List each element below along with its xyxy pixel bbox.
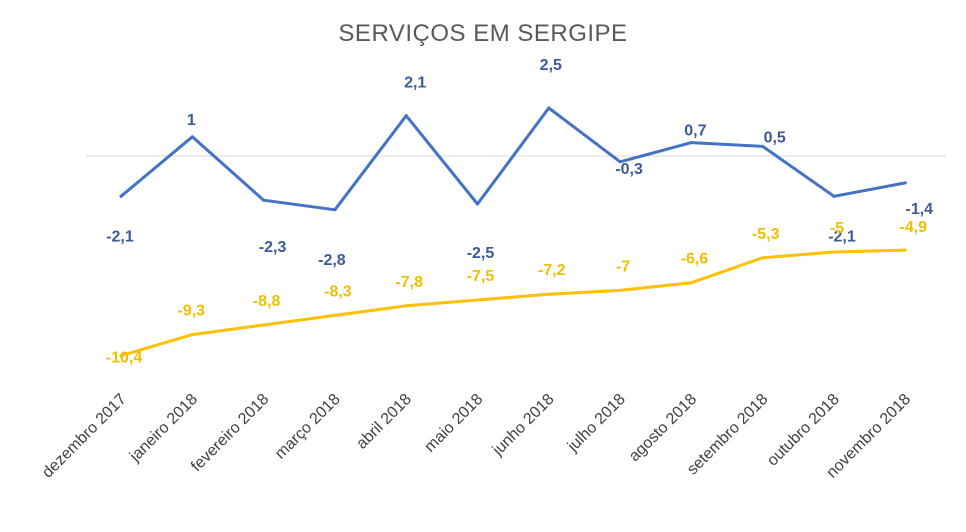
x-tick-label: junho 2018 (489, 391, 558, 460)
series-1-point (761, 144, 765, 148)
series-2-point (547, 292, 551, 296)
series-2-data-label: -8,3 (324, 283, 352, 300)
series-2-data-label: -5,3 (752, 226, 780, 243)
series-2-point (618, 288, 622, 292)
series-1-data-label: 2,1 (404, 75, 426, 92)
series-2-point (476, 298, 479, 302)
series-1-data-label: -2,3 (259, 239, 287, 256)
series-1-data-label: 0,7 (684, 123, 706, 140)
series-1-point (476, 202, 479, 206)
series-2-data-label: -9,3 (178, 303, 206, 320)
series-2-data-label: -7,5 (467, 268, 495, 285)
series-2-data-label: -7,2 (538, 262, 566, 279)
series-2-point (333, 313, 337, 317)
x-tick-label: julho 2018 (564, 391, 629, 456)
x-tick-label: janeiro 2018 (126, 391, 201, 466)
series-1-point (832, 194, 836, 198)
x-tick-label: fevereiro 2018 (188, 391, 272, 475)
x-tick-label: outubro 2018 (764, 391, 843, 470)
series-2-point (832, 250, 836, 254)
series-2-data-label: -10,4 (106, 350, 143, 367)
series-2-data-label: -5 (830, 220, 844, 237)
series-2-point (190, 333, 194, 337)
chart-title: SERVIÇOS EM SERGIPE (338, 20, 628, 47)
series-1-point (333, 208, 337, 212)
series-1-point (689, 141, 693, 145)
series-2-line (119, 248, 907, 358)
series-2-point (262, 323, 266, 327)
series-2-data-label: -8,8 (253, 293, 281, 310)
series-1-point (618, 160, 622, 164)
x-tick-label: março 2018 (272, 391, 344, 463)
x-tick-label: abril 2018 (353, 391, 415, 453)
series-2-data-label: -7,8 (395, 274, 423, 291)
series-1-point (119, 194, 123, 198)
series-1-data-label: -2,1 (106, 228, 134, 245)
x-tick-label: maio 2018 (421, 391, 486, 456)
series-1-point (404, 114, 408, 118)
x-tick-label: agosto 2018 (626, 391, 700, 465)
series-2-point (404, 304, 408, 308)
series-1-point (262, 198, 266, 202)
series-1-data-label: -0,3 (615, 161, 643, 178)
series-2-data-label: -4,9 (900, 219, 928, 236)
x-tick-label: dezembro 2017 (39, 391, 130, 482)
series-1-data-label: -2,5 (467, 245, 495, 262)
series-2-data-label: -7 (616, 258, 630, 275)
series-1-data-label: -2,8 (318, 252, 346, 269)
series-1-point (190, 135, 194, 139)
series-1-data-label: 1 (187, 112, 196, 129)
series-1-line (119, 106, 907, 212)
series-1-point (547, 106, 551, 110)
series-2-point (761, 256, 765, 260)
series-1-data-label: 0,5 (764, 129, 786, 146)
series-2-point (119, 354, 123, 358)
series-2-point (903, 248, 907, 252)
series-2-point (689, 281, 693, 285)
series-1-data-label: 2,5 (540, 57, 562, 74)
series-1-data-label: -2,1 (828, 228, 856, 245)
series-1-data-label: -1,4 (906, 201, 934, 218)
series-1-point (903, 181, 907, 185)
series-2-data-label: -6,6 (681, 251, 709, 268)
